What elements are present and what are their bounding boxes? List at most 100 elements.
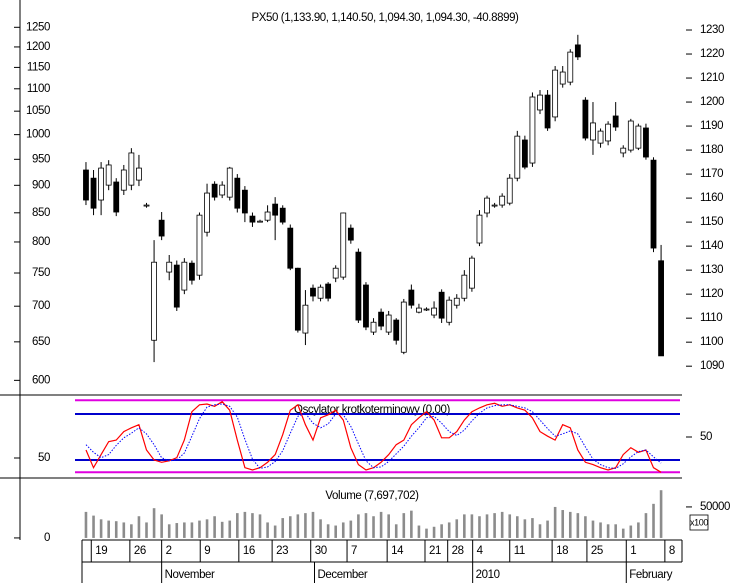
- volume-bar: [296, 514, 300, 538]
- volume-bar: [387, 514, 390, 538]
- y-tick-label: 1210: [700, 72, 724, 84]
- candle-body: [226, 167, 233, 198]
- x-tick-label: 26: [134, 545, 146, 557]
- y-tick-label: 1130: [700, 264, 723, 276]
- volume-bar: [523, 519, 527, 538]
- candle-body: [431, 307, 437, 316]
- candle-body: [113, 181, 120, 213]
- volume-bar: [591, 520, 595, 538]
- volume-bar: [114, 521, 118, 538]
- volume-bar: [92, 515, 95, 538]
- candle-body: [196, 214, 203, 276]
- x-tick-label: 25: [591, 545, 603, 557]
- volume-bar: [160, 514, 163, 538]
- volume-bar: [122, 522, 126, 538]
- candle-body: [529, 96, 536, 164]
- volume-bar: [273, 525, 277, 538]
- y2-tick-label: 900: [32, 179, 50, 191]
- volume-bar: [568, 511, 572, 538]
- candle-body: [204, 192, 210, 233]
- y-tick-label: 1180: [700, 144, 723, 156]
- candle-body: [393, 319, 400, 341]
- volume-bar: [251, 513, 254, 538]
- candle-body: [423, 308, 430, 311]
- volume-bar: [652, 503, 655, 538]
- volume-bar: [402, 513, 406, 538]
- y2-tick-label: 950: [32, 153, 50, 165]
- y-tick-label: 1100: [700, 336, 723, 348]
- candle-body: [355, 251, 362, 321]
- volume-bar: [213, 516, 216, 538]
- volume-bar: [440, 524, 443, 538]
- candle-body: [635, 125, 642, 149]
- candle-body: [582, 99, 589, 139]
- volume-bar: [538, 524, 542, 538]
- volume-bar: [470, 514, 474, 538]
- y2-tick-label: 700: [32, 300, 50, 312]
- month-label: February: [629, 569, 672, 581]
- volume-bar: [167, 524, 171, 538]
- candle-body: [370, 321, 377, 333]
- volume-bar: [107, 520, 110, 538]
- volume-bar: [516, 516, 519, 538]
- candle-body: [574, 44, 581, 58]
- volume-bar: [508, 514, 512, 538]
- volume-bar: [425, 528, 428, 538]
- volume-bar: [531, 518, 534, 538]
- candle-body: [446, 299, 453, 323]
- candle-body: [491, 204, 498, 207]
- volume-bar: [341, 522, 345, 538]
- volume-bar: [546, 520, 549, 538]
- y2-tick-label: 1100: [27, 83, 50, 95]
- volume-bar: [372, 516, 375, 538]
- candle-body: [128, 152, 135, 186]
- y-tick-label: 1160: [700, 192, 723, 204]
- volume-bar: [311, 511, 315, 538]
- x-tick-label: 16: [243, 545, 255, 557]
- volume-bar: [326, 524, 330, 538]
- volume-bar: [394, 524, 398, 538]
- volume-bar: [553, 506, 557, 538]
- volume-bar: [183, 522, 186, 538]
- candle-body: [302, 304, 309, 334]
- x-tick-label: 23: [276, 545, 288, 557]
- candle-body: [378, 311, 384, 327]
- volume-bar: [84, 511, 88, 538]
- candle-body: [173, 264, 180, 308]
- volume-bar: [478, 516, 481, 538]
- candle-body: [143, 204, 150, 207]
- volume-bar: [281, 518, 285, 538]
- y-tick-label: 50000: [700, 501, 730, 513]
- candle-body: [234, 177, 241, 209]
- candle-body: [506, 177, 513, 204]
- volume-bar: [130, 524, 133, 538]
- candle-body: [249, 215, 256, 223]
- candle-body: [643, 127, 649, 158]
- candle-body: [650, 159, 657, 249]
- candle-body: [416, 307, 422, 313]
- candle-body: [385, 314, 392, 333]
- x-tick-label: 2: [166, 545, 172, 557]
- volume-bar: [410, 510, 413, 538]
- candle-body: [620, 147, 627, 154]
- unit-label: x100: [690, 517, 708, 527]
- volume-bar: [629, 525, 633, 538]
- candle-body: [241, 189, 248, 214]
- candle-body: [151, 261, 157, 341]
- x-tick-label: 14: [391, 545, 404, 557]
- candle-body: [340, 212, 347, 278]
- volume-bar: [243, 511, 247, 538]
- volume-bar: [644, 513, 648, 538]
- candle-body: [279, 207, 286, 223]
- x-tick-label: 30: [315, 545, 327, 557]
- candle-body: [310, 287, 316, 297]
- candle-body: [257, 220, 263, 223]
- y2-tick-label: 1000: [26, 129, 50, 141]
- volume-bar: [334, 525, 337, 538]
- y2-tick-label: 1050: [26, 105, 50, 117]
- candle-body: [453, 297, 460, 306]
- y-tick-label: 1230: [700, 24, 724, 36]
- x-tick-label: 11: [514, 545, 525, 557]
- month-label: December: [318, 569, 368, 581]
